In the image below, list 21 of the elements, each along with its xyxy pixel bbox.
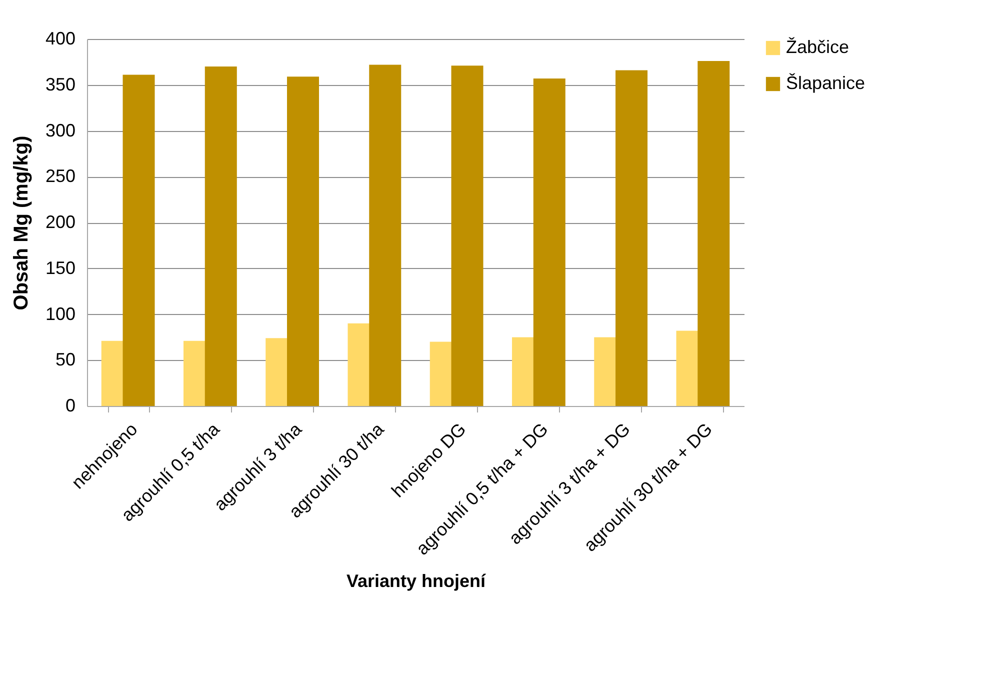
bar — [369, 64, 402, 406]
bar — [204, 66, 237, 406]
bar — [287, 76, 320, 406]
y-tick-label: 0 — [65, 396, 76, 416]
y-tick-label: 200 — [45, 212, 76, 232]
bar — [533, 78, 566, 406]
bar — [122, 74, 155, 406]
y-tick-label: 350 — [45, 74, 76, 94]
y-tick-label: 150 — [45, 258, 76, 278]
y-tick-label: 250 — [45, 166, 76, 186]
bar — [698, 61, 730, 406]
y-tick-label: 300 — [45, 120, 76, 140]
legend-label: Šlapanice — [786, 73, 866, 93]
x-axis-title: Varianty hnojení — [346, 570, 487, 591]
y-axis-title: Obsah Mg (mg/kg) — [10, 136, 32, 310]
y-tick-label: 100 — [45, 304, 76, 324]
bar — [451, 66, 484, 406]
bar — [616, 70, 648, 406]
legend-label: Žabčice — [786, 37, 850, 57]
y-tick-label: 400 — [45, 28, 76, 48]
y-tick-label: 50 — [55, 350, 76, 370]
